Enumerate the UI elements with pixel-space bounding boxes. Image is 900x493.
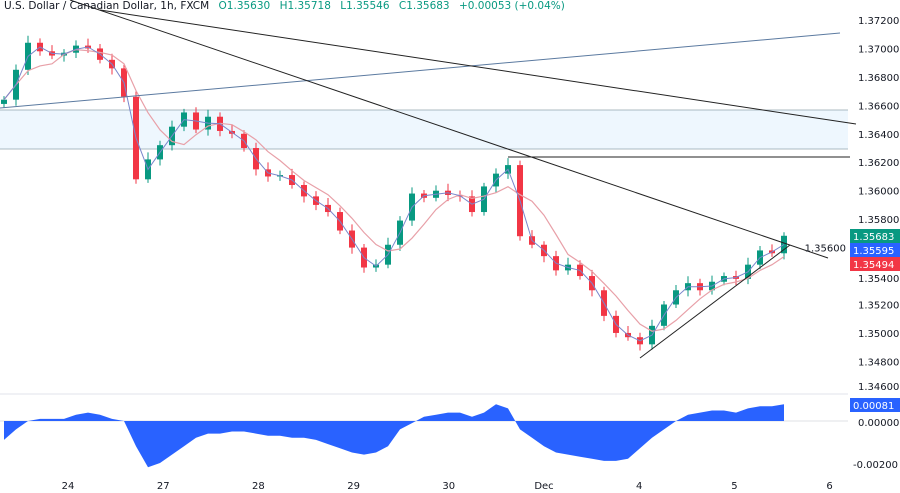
osc-tick-neg: -0.00200 — [853, 460, 898, 471]
price-tick: 1.36200 — [858, 158, 899, 169]
change-value: +0.00053 (+0.04%) — [458, 0, 565, 12]
candle-body — [1, 99, 7, 104]
oscillator-area — [4, 404, 784, 468]
price-tick: 1.37000 — [858, 44, 899, 55]
price-axis[interactable]: 1.37200 1.37000 1.36800 1.36600 1.36400 1.362… — [805, 16, 900, 393]
close-value: C1.35683 — [398, 0, 450, 12]
price-tick: 1.34800 — [858, 357, 899, 368]
time-tick: 30 — [442, 481, 455, 492]
svg-text:1.35683: 1.35683 — [853, 232, 894, 243]
descending-trendline — [69, 0, 829, 259]
price-tick: 1.35200 — [858, 300, 899, 311]
price-tick: 1.36600 — [858, 101, 899, 112]
time-tick: 6 — [826, 481, 832, 492]
svg-text:1.35595: 1.35595 — [853, 246, 894, 257]
time-tick: 28 — [252, 481, 265, 492]
fast-ma-line — [3, 46, 785, 342]
oscillator-tag: 0.00081 — [850, 398, 900, 412]
svg-text:1.35494: 1.35494 — [853, 260, 894, 271]
price-tick: 1.36800 — [858, 73, 899, 84]
price-tick: 1.35600 — [805, 244, 846, 255]
osc-tick-zero: 0.00000 — [858, 418, 899, 429]
candle — [541, 241, 547, 263]
candle — [145, 152, 151, 183]
candle — [433, 185, 439, 202]
symbol-title: U.S. Dollar / Canadian Dollar, 1h, FXCM — [4, 0, 210, 12]
open-value: O1.35630 — [218, 0, 271, 12]
time-tick: Dec — [534, 481, 553, 492]
symbol-header: U.S. Dollar / Canadian Dollar, 1h, FXCM … — [4, 0, 565, 12]
candle — [385, 237, 391, 269]
candle — [1, 96, 7, 108]
candle — [673, 285, 679, 309]
rising-trendline-blue — [0, 32, 841, 109]
price-tick: 1.35400 — [858, 274, 899, 285]
resistance-zone — [0, 110, 848, 149]
time-tick: 5 — [731, 481, 737, 492]
fast-ma-tag: 1.35595 — [850, 243, 900, 257]
price-tick: 1.35800 — [858, 215, 899, 226]
candle — [637, 332, 643, 351]
time-tick: 29 — [347, 481, 360, 492]
price-tick: 1.37200 — [858, 16, 899, 27]
time-tick: 27 — [157, 481, 170, 492]
upper-trendline — [99, 9, 857, 125]
last-price-tag: 1.35683 — [850, 229, 900, 243]
high-value: H1.35718 — [279, 0, 331, 12]
candle — [265, 162, 271, 182]
price-tick: 1.34600 — [858, 382, 899, 393]
candle — [745, 257, 751, 285]
candle — [25, 35, 31, 76]
price-tick: 1.35000 — [858, 329, 899, 340]
time-tick: 24 — [62, 481, 75, 492]
svg-text:0.00081: 0.00081 — [853, 401, 894, 412]
price-tick: 1.36400 — [858, 130, 899, 141]
slow-ma-tag: 1.35494 — [850, 257, 900, 271]
support-trendline — [639, 244, 791, 359]
time-axis[interactable]: 24 27 28 29 30 Dec 4 5 6 — [62, 481, 833, 492]
candle — [361, 244, 367, 273]
candles — [1, 35, 787, 351]
price-tick: 1.36000 — [858, 187, 899, 198]
time-tick: 4 — [636, 481, 642, 492]
low-value: L1.35546 — [340, 0, 390, 12]
